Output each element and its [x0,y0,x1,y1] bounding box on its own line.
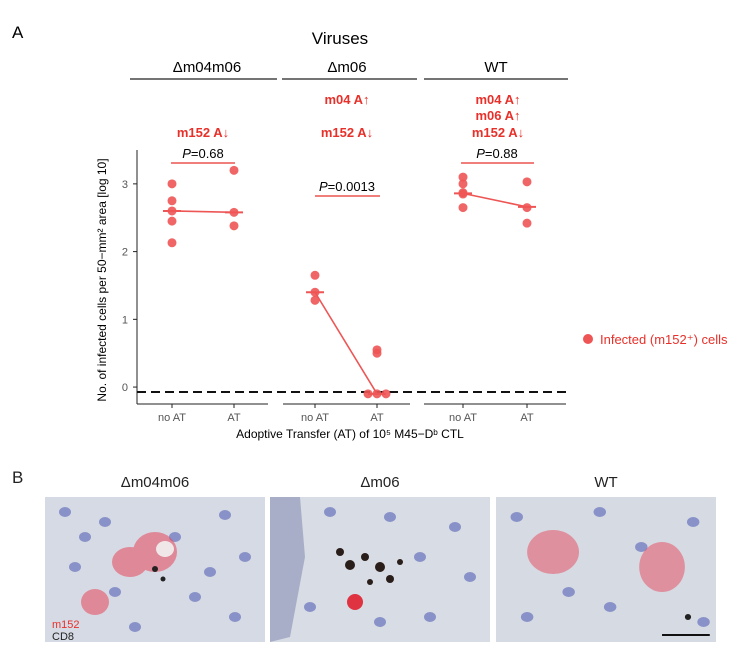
median-connector [171,210,235,214]
data-marks [163,165,536,399]
data-point [310,287,320,297]
image-title-dm06: Δm06 [360,474,400,491]
x-axes: no AT AT no AT AT no AT AT [137,403,566,424]
stain-label-cd8: CD8 [52,631,75,643]
svg-text:P=0.68: P=0.68 [182,146,224,161]
x-tick-label: AT [227,412,241,424]
anno-dm06-m04: m04 A↑ [324,92,369,107]
y-ticks: 0 1 2 3 [122,179,137,394]
anno-dm04m06-m152: m152 A↓ [177,125,229,140]
x-tick-label: no AT [449,412,477,424]
chart-title: Viruses [312,29,368,48]
y-tick-label: 3 [122,179,128,191]
x-tick-label: no AT [158,412,186,424]
data-point [458,203,468,213]
p-symbol: P [182,146,191,161]
micrograph-wt [496,497,716,642]
data-point [229,207,239,217]
data-point [372,345,382,355]
data-point [229,221,239,231]
data-point [522,203,532,213]
data-point [167,206,177,216]
y-tick-label: 0 [122,382,128,394]
data-point [372,389,382,399]
group-headers: Δm04m06 Δm06 WT [130,59,568,80]
p-symbol: P [319,179,328,194]
data-point [310,270,320,280]
data-point [458,188,468,198]
data-point [522,218,532,228]
x-tick-label: no AT [301,412,329,424]
legend-marker [583,334,593,344]
data-point [229,165,239,175]
image-title-dm04m06: Δm04m06 [120,474,190,491]
data-point [167,196,177,206]
x-tick-label: AT [370,412,384,424]
data-point [458,179,468,189]
group-label-wt: WT [484,59,507,76]
panel-a-chart: A Viruses Δm04m06 Δm06 WT m152 A↓ m04 A↑… [12,23,728,441]
p-symbol: P [476,146,485,161]
p-value-wt: =0.88 [485,146,518,161]
x-axis-label: Adoptive Transfer (AT) of 10⁵ M45−Dᵇ CTL [236,427,464,441]
image-title-wt: WT [594,474,618,491]
data-point [381,389,391,399]
legend-label: Infected (m152⁺) cells [600,332,728,347]
anno-wt-m152: m152 A↓ [472,125,524,140]
group-label-dm06: Δm06 [327,59,366,76]
data-point [522,177,532,187]
panel-b-letter: B [12,468,24,487]
anno-dm06-m152: m152 A↓ [321,125,373,140]
pvalue-wt: P=0.88 [461,146,534,164]
data-point [167,238,177,248]
median-connector [462,192,528,208]
svg-text:P=0.88: P=0.88 [476,146,518,161]
y-axis-label: No. of infected cells per 50−mm² area [l… [95,158,109,401]
anno-wt-m06: m06 A↑ [475,108,520,123]
median-connector [314,291,378,395]
x-tick-label: AT [520,412,534,424]
anno-wt-m04: m04 A↑ [475,92,520,107]
stain-legend: m152 CD8 [52,619,80,643]
data-point [363,389,373,399]
p-value-dm06: =0.0013 [328,179,375,194]
pvalue-dm06: P=0.0013 [315,179,380,197]
data-point [167,179,177,189]
panel-a-letter: A [12,23,24,42]
data-point [458,172,468,182]
stain-label-m152: m152 [52,619,80,631]
data-point [167,216,177,226]
svg-text:P=0.0013: P=0.0013 [319,179,375,194]
y-tick-label: 1 [122,314,128,326]
group-label-dm04m06: Δm04m06 [173,59,241,76]
data-point [310,295,320,305]
y-tick-label: 2 [122,247,128,259]
p-value-dm04m06: =0.68 [191,146,224,161]
micrograph-dm04m06 [45,497,265,642]
micrograph-dm06 [270,497,490,642]
pvalue-dm04m06: P=0.68 [171,146,235,164]
